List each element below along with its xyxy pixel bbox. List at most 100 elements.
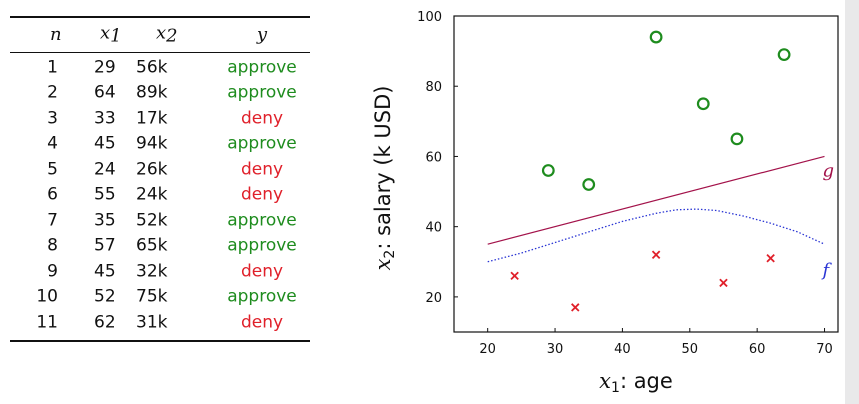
table-row: 6 55 24k deny	[10, 183, 310, 209]
axis-ticks: 20 30 40 50 60 70 20 40 60 80 100	[417, 10, 833, 357]
table-row: 1 29 56k approve	[10, 55, 310, 81]
point-approve	[649, 30, 663, 44]
cell-x1: 33	[94, 108, 116, 129]
cell-x2: 94k	[136, 133, 168, 154]
point-deny	[571, 303, 580, 312]
x-tick-label: 70	[816, 342, 833, 357]
cell-y: approve	[227, 57, 297, 78]
line-label-g: g	[823, 160, 835, 181]
x-tick-label: 30	[547, 342, 564, 357]
cell-n: 2	[47, 82, 58, 103]
cell-x2: 17k	[136, 108, 168, 129]
table-top-rule	[10, 16, 310, 18]
cell-x2: 75k	[136, 286, 168, 307]
line-labels: gf	[821, 160, 835, 281]
cell-x1: 57	[94, 235, 116, 256]
table-row: 9 45 32k deny	[10, 259, 310, 285]
cell-n: 4	[47, 133, 58, 154]
table-header-rule	[10, 52, 310, 53]
point-deny	[651, 250, 661, 259]
line-g	[487, 155, 825, 245]
cell-n: 5	[47, 159, 58, 180]
plot-area-frame	[453, 15, 839, 333]
y-tick-label: 40	[425, 221, 442, 236]
cell-x1: 45	[94, 133, 116, 154]
line-f	[487, 208, 825, 263]
table-row: 8 57 65k approve	[10, 234, 310, 260]
header-y: y	[256, 24, 268, 45]
line-label-f: f	[821, 260, 833, 281]
table-row: 5 24 26k deny	[10, 157, 310, 183]
point-approve	[582, 178, 596, 191]
y-tick-label: 80	[425, 80, 442, 95]
y-tick-label: 20	[425, 291, 442, 306]
point-deny	[719, 278, 728, 288]
cell-x1: 64	[94, 82, 116, 103]
table-body: 1 29 56k approve 2 64 89k approve 3 33 17k deny 4 45 9…	[10, 53, 310, 340]
cell-y: approve	[227, 210, 297, 231]
cell-x2: 52k	[136, 210, 168, 231]
cell-y: approve	[227, 286, 297, 307]
point-approve	[541, 164, 555, 177]
cell-n: 9	[47, 261, 58, 282]
cell-x1: 45	[94, 261, 116, 282]
cell-n: 7	[47, 210, 58, 231]
boundary-lines	[487, 155, 825, 263]
cell-n: 1	[47, 57, 58, 78]
page-edge-strip	[845, 0, 859, 404]
cell-n: 8	[47, 235, 58, 256]
cell-y: approve	[227, 133, 297, 154]
table-row: 3 33 17k deny	[10, 106, 310, 132]
cell-y: deny	[240, 261, 284, 282]
point-deny	[766, 254, 775, 263]
y-tick-label: 60	[425, 150, 442, 165]
cell-x1: 62	[94, 312, 116, 333]
x-tick-label: 60	[749, 342, 766, 357]
cell-n: 3	[47, 108, 58, 129]
cell-x2: 56k	[136, 57, 168, 78]
table-header-row: n x1 x2 y	[10, 18, 310, 52]
cell-y: deny	[240, 184, 284, 205]
x-tick-label: 50	[682, 342, 699, 357]
cell-n: 11	[36, 312, 58, 333]
y-axis-title: x2: salary (k USD)	[371, 86, 398, 271]
cell-x2: 65k	[136, 235, 168, 256]
cell-x2: 89k	[136, 82, 168, 103]
cell-n: 6	[47, 184, 58, 205]
cell-x1: 35	[94, 210, 116, 231]
point-approve	[777, 48, 791, 62]
cell-x2: 32k	[136, 261, 168, 282]
data-points	[510, 30, 791, 312]
header-x1: x1	[100, 22, 122, 47]
x-axis-title: x1: age	[599, 369, 673, 396]
point-approve	[696, 97, 710, 111]
table-row: 7 35 52k approve	[10, 208, 310, 234]
point-approve	[730, 132, 744, 146]
point-deny	[510, 271, 519, 281]
cell-x2: 24k	[136, 184, 168, 205]
cell-x1: 29	[94, 57, 116, 78]
x-tick-label: 40	[614, 342, 631, 357]
cell-y: deny	[240, 108, 284, 129]
x-tick-label: 20	[479, 342, 496, 357]
cell-y: approve	[227, 235, 297, 256]
y-tick-label: 100	[417, 10, 442, 25]
cell-x1: 55	[94, 184, 116, 205]
cell-y: deny	[240, 312, 284, 333]
table-row: 2 64 89k approve	[10, 81, 310, 107]
cell-y: approve	[227, 82, 297, 103]
table-row: 4 45 94k approve	[10, 132, 310, 158]
cell-x1: 52	[94, 286, 116, 307]
header-n: n	[50, 24, 62, 45]
table-row: 10 52 75k approve	[10, 285, 310, 311]
header-x2: x2	[156, 22, 178, 47]
cell-x2: 31k	[136, 312, 168, 333]
cell-x1: 24	[94, 159, 116, 180]
table-row: 11 62 31k deny	[10, 310, 310, 336]
data-table: n x1 x2 y 1 29 56k approve 2 64 89k approve 3 33 1…	[10, 16, 310, 342]
cell-x2: 26k	[136, 159, 168, 180]
cell-y: deny	[240, 159, 284, 180]
cell-n: 10	[36, 286, 58, 307]
table-bottom-rule	[10, 339, 310, 342]
